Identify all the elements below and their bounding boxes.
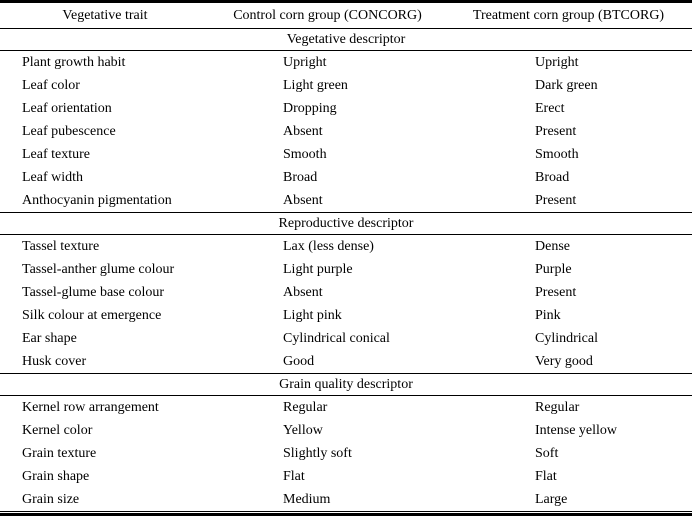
- section-title-label: Grain quality descriptor: [279, 376, 413, 392]
- treatment-value-cell: Broad: [535, 169, 570, 185]
- section-title-vegetative: Vegetative descriptor: [0, 28, 692, 51]
- control-value-cell: Medium: [283, 491, 331, 507]
- control-value-cell: Slightly soft: [283, 445, 352, 461]
- table-row: Silk colour at emergence Light pink Pink: [0, 304, 692, 327]
- control-value-cell: Good: [283, 353, 315, 369]
- trait-cell: Ear shape: [22, 330, 77, 346]
- treatment-value-cell: Purple: [535, 261, 572, 277]
- control-value-cell: Absent: [283, 284, 323, 300]
- table-row: Grain shape Flat Flat: [0, 465, 692, 488]
- column-header-treatment-group: Treatment corn group (BTCORG): [472, 7, 665, 23]
- table-row: Leaf pubescence Absent Present: [0, 120, 692, 143]
- trait-cell: Tassel texture: [22, 238, 100, 254]
- trait-cell: Leaf orientation: [22, 100, 112, 116]
- control-value-cell: Regular: [283, 399, 328, 415]
- table-row: Leaf texture Smooth Smooth: [0, 143, 692, 166]
- control-value-cell: Light purple: [283, 261, 353, 277]
- treatment-value-cell: Large: [535, 491, 568, 507]
- trait-cell: Anthocyanin pigmentation: [22, 192, 172, 208]
- treatment-value-cell: Cylindrical: [535, 330, 598, 346]
- treatment-value-cell: Upright: [535, 54, 579, 70]
- trait-cell: Grain texture: [22, 445, 97, 461]
- table-row: Plant growth habit Upright Upright: [0, 51, 692, 74]
- control-value-cell: Upright: [283, 54, 327, 70]
- trait-cell: Grain shape: [22, 468, 90, 484]
- control-value-cell: Cylindrical conical: [283, 330, 390, 346]
- control-value-cell: Dropping: [283, 100, 337, 116]
- control-value-cell: Smooth: [283, 146, 327, 162]
- control-value-cell: Broad: [283, 169, 318, 185]
- trait-cell: Leaf color: [22, 77, 80, 93]
- table-row: Grain texture Slightly soft Soft: [0, 442, 692, 465]
- trait-cell: Leaf width: [22, 169, 84, 185]
- treatment-value-cell: Smooth: [535, 146, 579, 162]
- treatment-value-cell: Pink: [535, 307, 561, 323]
- table-row: Grain size Medium Large: [0, 488, 692, 511]
- control-value-cell: Lax (less dense): [283, 238, 374, 254]
- control-value-cell: Absent: [283, 123, 323, 139]
- section-title-reproductive: Reproductive descriptor: [0, 212, 692, 235]
- column-header-trait: Vegetative trait: [62, 7, 148, 23]
- table-row: Ear shape Cylindrical conical Cylindrica…: [0, 327, 692, 350]
- table-row: Husk cover Good Very good: [0, 350, 692, 373]
- control-value-cell: Absent: [283, 192, 323, 208]
- table-row: Kernel color Yellow Intense yellow: [0, 419, 692, 442]
- section-title-grain-quality: Grain quality descriptor: [0, 373, 692, 396]
- section-title-label: Vegetative descriptor: [286, 31, 406, 47]
- trait-cell: Leaf texture: [22, 146, 91, 162]
- table-row: Leaf width Broad Broad: [0, 166, 692, 189]
- table-row: Leaf orientation Dropping Erect: [0, 97, 692, 120]
- trait-cell: Kernel row arrangement: [22, 399, 159, 415]
- trait-cell: Tassel-anther glume colour: [22, 261, 175, 277]
- treatment-value-cell: Intense yellow: [535, 422, 618, 438]
- trait-cell: Husk cover: [22, 353, 87, 369]
- table-row: Tassel texture Lax (less dense) Dense: [0, 235, 692, 258]
- header-row: Vegetative trait Control corn group (CON…: [0, 3, 692, 28]
- treatment-value-cell: Present: [535, 123, 577, 139]
- trait-cell: Plant growth habit: [22, 54, 126, 70]
- control-value-cell: Yellow: [283, 422, 323, 438]
- treatment-value-cell: Soft: [535, 445, 559, 461]
- treatment-value-cell: Dense: [535, 238, 570, 254]
- trait-cell: Grain size: [22, 491, 80, 507]
- trait-cell: Leaf pubescence: [22, 123, 116, 139]
- control-value-cell: Light green: [283, 77, 348, 93]
- trait-cell: Kernel color: [22, 422, 93, 438]
- treatment-value-cell: Present: [535, 192, 577, 208]
- treatment-value-cell: Erect: [535, 100, 565, 116]
- treatment-value-cell: Flat: [535, 468, 557, 484]
- table-row: Leaf color Light green Dark green: [0, 74, 692, 97]
- treatment-value-cell: Present: [535, 284, 577, 300]
- treatment-value-cell: Dark green: [535, 77, 598, 93]
- control-value-cell: Flat: [283, 468, 305, 484]
- section-title-label: Reproductive descriptor: [278, 215, 414, 231]
- trait-cell: Silk colour at emergence: [22, 307, 162, 323]
- treatment-value-cell: Very good: [535, 353, 593, 369]
- table-row: Anthocyanin pigmentation Absent Present: [0, 189, 692, 212]
- control-value-cell: Light pink: [283, 307, 342, 323]
- table-row: Tassel-anther glume colour Light purple …: [0, 258, 692, 281]
- table-row: Kernel row arrangement Regular Regular: [0, 396, 692, 419]
- trait-cell: Tassel-glume base colour: [22, 284, 165, 300]
- treatment-value-cell: Regular: [535, 399, 580, 415]
- column-header-control-group: Control corn group (CONCORG): [233, 7, 422, 23]
- table-row: Tassel-glume base colour Absent Present: [0, 281, 692, 304]
